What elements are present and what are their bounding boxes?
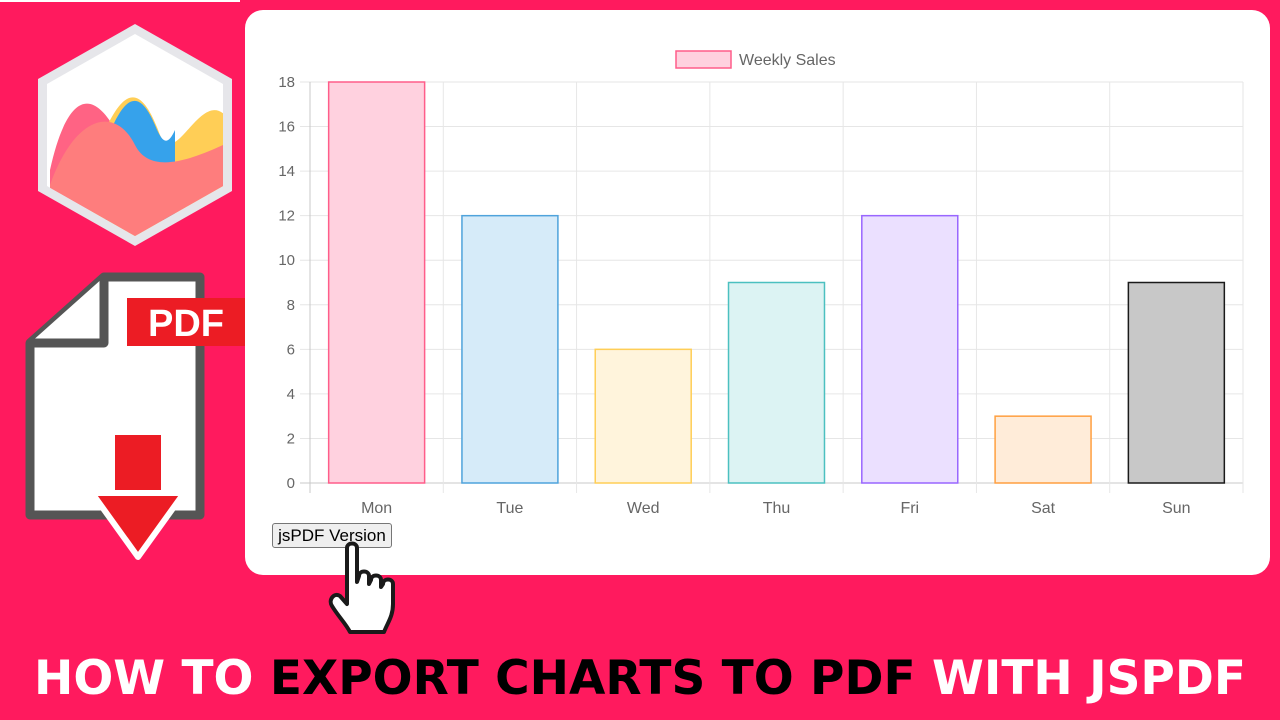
bar-fri <box>861 214 959 484</box>
x-tick-label: Wed <box>627 500 660 517</box>
y-tick-label: 12 <box>278 208 295 225</box>
bar-sat <box>994 415 1092 484</box>
legend-label: Weekly Sales <box>739 52 836 69</box>
top-strip <box>0 0 240 2</box>
y-tick-label: 2 <box>287 430 295 447</box>
y-tick-label: 18 <box>278 74 295 91</box>
pdf-file-download-icon: PDF <box>25 272 245 560</box>
banner-part-3: WITH JSPDF <box>915 651 1246 706</box>
bar-thu <box>727 281 826 484</box>
bar-mon <box>327 81 426 484</box>
x-tick-label: Mon <box>361 500 392 517</box>
pdf-badge-label: PDF <box>148 303 224 345</box>
jspdf-export-button[interactable]: jsPDF Version <box>272 523 392 548</box>
bar-chart: 0 2 4 6 8 10 12 14 16 18 Mon Tue Wed Thu Fri Sat Sun Week… <box>278 50 1244 517</box>
y-tick-label: 14 <box>278 163 295 180</box>
x-tick-label: Sat <box>1031 500 1056 517</box>
legend-swatch <box>675 50 732 69</box>
hand-pointer-cursor-icon <box>328 541 395 634</box>
x-tick-label: Fri <box>900 500 919 517</box>
x-tick-label: Sun <box>1162 500 1190 517</box>
y-tick-label: 10 <box>278 252 295 269</box>
y-tick-label: 6 <box>287 341 295 358</box>
bar-tue <box>461 214 559 484</box>
y-tick-label: 16 <box>278 119 295 136</box>
bar-sun <box>1127 281 1226 484</box>
y-tick-label: 0 <box>287 475 295 492</box>
bar-wed <box>594 348 692 484</box>
x-tick-label: Thu <box>763 500 791 517</box>
x-tick-label: Tue <box>496 500 523 517</box>
y-tick-label: 4 <box>287 386 295 403</box>
title-banner: HOW TO EXPORT CHARTS TO PDF WITH JSPDF <box>0 648 1280 710</box>
banner-part-2: EXPORT CHARTS TO PDF <box>269 651 916 706</box>
chartjs-logo-icon <box>38 24 232 246</box>
y-tick-label: 8 <box>287 297 295 314</box>
banner-part-1: HOW TO <box>34 651 270 706</box>
chart-card: 0 2 4 6 8 10 12 14 16 18 Mon Tue Wed Thu Fri Sat Sun Week… <box>245 10 1270 575</box>
